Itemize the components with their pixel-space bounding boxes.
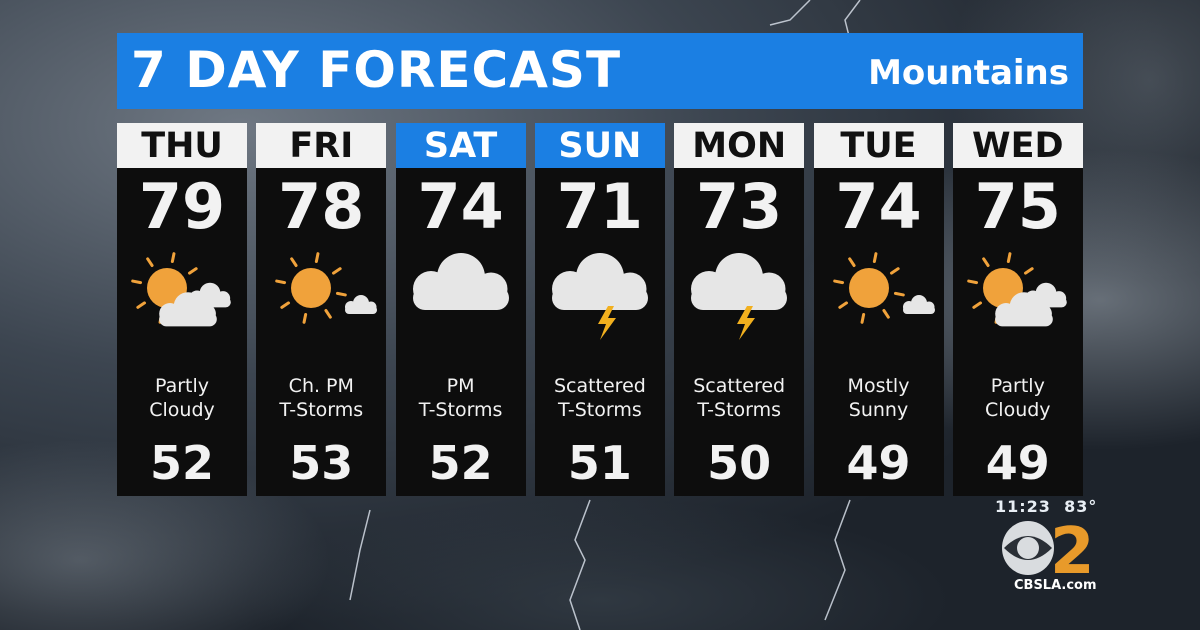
day-column-sat: SAT 74 PM T-Storms 52 — [395, 123, 526, 496]
low-temp: 52 — [149, 436, 214, 490]
condition-line-2: T-Storms — [418, 399, 503, 421]
day-panel: 79 Partly Cloudy 52 — [117, 168, 247, 496]
condition-line-2: Cloudy — [985, 399, 1051, 421]
cbs2-logo: 2 — [1002, 518, 1095, 578]
clock-time: 11:23 — [995, 497, 1051, 516]
day-column-fri: FRI 78 Ch. PM T-Storms 53 — [256, 123, 387, 496]
condition-text: Mostly Sunny — [814, 374, 944, 422]
site-url: CBSLA.com — [1014, 578, 1097, 593]
condition-line-1: Ch. PM — [288, 375, 354, 397]
low-temp: 50 — [707, 436, 772, 490]
condition-line-2: T-Storms — [279, 399, 364, 421]
condition-text: Scattered T-Storms — [674, 374, 804, 422]
day-column-thu: THU 79 Partly Cloudy 52 — [117, 123, 247, 496]
day-panel: 71 Scattered T-Storms 51 — [534, 168, 665, 496]
high-temp: 74 — [417, 170, 504, 243]
thunderstorm-icon — [551, 253, 648, 340]
day-label: WED — [952, 123, 1083, 168]
condition-text: Scattered T-Storms — [535, 374, 665, 422]
condition-line-1: PM — [446, 375, 475, 397]
day-label: SUN — [534, 123, 665, 168]
day-label: SAT — [395, 123, 526, 168]
condition-line-2: T-Storms — [558, 399, 642, 421]
high-temp: 78 — [278, 170, 365, 243]
day-panel: 74 Mostly Sunny 49 — [813, 168, 944, 496]
low-temp: 53 — [289, 436, 354, 490]
region-label: Mountains — [868, 53, 1069, 93]
condition-line-2: T-Storms — [697, 399, 782, 421]
condition-line-2: Sunny — [848, 399, 909, 421]
day-column-sun: SUN 71 Scattered T-Storms 51 — [534, 123, 665, 496]
day-column-tue: TUE 74 Mostly Sunny 49 — [813, 123, 944, 496]
cloud-icon — [412, 253, 509, 310]
day-label: MON — [674, 123, 805, 168]
time-temp-readout: 11:23 83° — [995, 497, 1097, 516]
condition-text: PM T-Storms — [396, 374, 526, 422]
condition-line-1: Partly — [154, 375, 210, 397]
condition-line-1: Scattered — [553, 375, 646, 397]
day-panel: 73 Scattered T-Storms 50 — [674, 168, 805, 496]
low-temp: 52 — [428, 436, 493, 490]
day-panel: 74 PM T-Storms 52 — [395, 168, 526, 496]
condition-line-1: Scattered — [693, 375, 786, 397]
condition-line-1: Partly — [990, 375, 1045, 397]
thunderstorm-icon — [691, 253, 788, 340]
svg-text:2: 2 — [1050, 518, 1095, 578]
high-temp: 75 — [974, 170, 1061, 243]
day-panel: 75 Partly Cloudy 49 — [952, 168, 1083, 496]
low-temp: 49 — [985, 436, 1050, 490]
partly-cloudy-icon — [966, 252, 1067, 327]
sun-small-cloud-icon — [832, 252, 935, 324]
condition-text: Ch. PM T-Storms — [256, 374, 386, 422]
forecast-header: 7 DAY FORECAST Mountains — [117, 33, 1083, 109]
current-temp: 83° — [1064, 497, 1098, 516]
condition-line-1: Mostly — [847, 375, 910, 397]
condition-text: Partly Cloudy — [953, 374, 1083, 422]
forecast-title: 7 DAY FORECAST — [131, 41, 622, 99]
condition-line-2: Cloudy — [149, 399, 215, 421]
day-panel: 78 Ch. PM T-Storms 53 — [256, 168, 387, 496]
high-temp: 74 — [835, 170, 922, 243]
day-label: TUE — [813, 123, 944, 168]
high-temp: 79 — [138, 170, 226, 243]
day-column-wed: WED 75 Partly Cloudy 49 — [952, 123, 1083, 496]
partly-cloudy-icon — [131, 252, 231, 327]
low-temp: 49 — [846, 436, 911, 490]
day-column-mon: MON 73 Scattered T-Storms 50 — [674, 123, 805, 496]
day-label: FRI — [256, 123, 387, 168]
low-temp: 51 — [567, 436, 632, 490]
sun-small-cloud-icon — [275, 252, 378, 324]
high-temp: 71 — [556, 170, 644, 243]
condition-text: Partly Cloudy — [117, 374, 247, 422]
high-temp: 73 — [696, 170, 783, 243]
day-label: THU — [117, 123, 247, 168]
